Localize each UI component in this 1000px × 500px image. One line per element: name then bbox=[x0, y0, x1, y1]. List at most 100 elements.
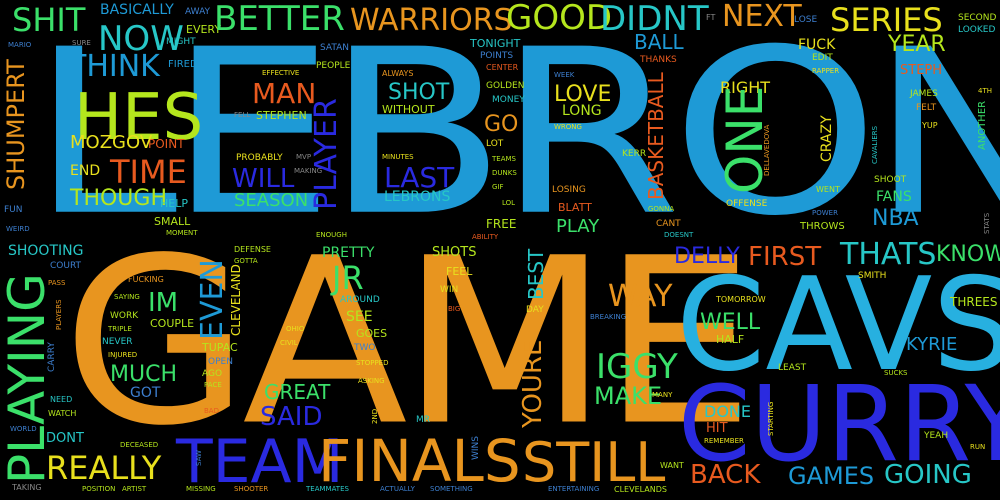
word-hit: HIT bbox=[706, 421, 728, 436]
word-didnt: DIDNT bbox=[600, 0, 709, 39]
word-fuck: FUCK bbox=[798, 37, 836, 53]
word-around: AROUND bbox=[340, 295, 380, 305]
word-felt: FELT bbox=[916, 103, 937, 113]
word-fired: FIRED bbox=[168, 59, 198, 70]
word-asking: ASKING bbox=[358, 377, 385, 385]
word-iggy: IGGY bbox=[596, 347, 678, 387]
word-triple: TRIPLE bbox=[108, 325, 132, 333]
word-shit: SHIT bbox=[12, 1, 86, 39]
word-steph: STEPH bbox=[900, 63, 943, 78]
word-points: POINTS bbox=[480, 51, 514, 61]
word-moment: MOMENT bbox=[166, 229, 198, 237]
word-starting: STARTING bbox=[767, 401, 775, 436]
word-effective: EFFECTIVE bbox=[262, 69, 300, 77]
word-nba: NBA bbox=[872, 206, 919, 231]
word-ball: BALL bbox=[634, 30, 684, 54]
word-couple: COUPLE bbox=[150, 317, 195, 330]
word-basically: BASICALLY bbox=[100, 2, 174, 18]
word-sure: SURE bbox=[72, 39, 91, 47]
word-feel: FEEL bbox=[446, 265, 473, 278]
word-saying: SAYING bbox=[114, 293, 140, 301]
word-make: MAKE bbox=[594, 382, 663, 410]
word-edit: EDIT bbox=[812, 53, 833, 63]
word-playing: PLAYING bbox=[0, 273, 56, 484]
word-minutes: MINUTES bbox=[382, 153, 414, 161]
word-games: GAMES bbox=[788, 462, 875, 490]
word-entertaining: ENTERTAINING bbox=[548, 485, 600, 493]
word-cleveland: CLEVELAND bbox=[229, 264, 243, 336]
word-artist: ARTIST bbox=[122, 485, 147, 493]
word-shot: SHOT bbox=[388, 80, 450, 105]
word-shumpert: SHUMPERT bbox=[2, 59, 30, 190]
word-stephen: STEPHEN bbox=[256, 109, 307, 122]
word-going: GOING bbox=[884, 460, 972, 490]
word-really: REALLY bbox=[46, 449, 162, 487]
word-gonna: GONNA bbox=[648, 205, 675, 213]
word-something: SOMETHING bbox=[430, 485, 473, 493]
word-ohio: OHIO bbox=[286, 325, 305, 333]
word-bad: BAD bbox=[204, 407, 219, 415]
word-fans: FANS bbox=[876, 189, 912, 205]
word-clevelands: CLEVELANDS bbox=[614, 485, 667, 494]
word-shoot: SHOOT bbox=[874, 175, 907, 185]
word-another: ANOTHER bbox=[977, 100, 988, 150]
word-open: OPEN bbox=[208, 357, 233, 367]
word-went: WENT bbox=[816, 185, 840, 194]
word-gotta: GOTTA bbox=[234, 257, 258, 265]
word-never: NEVER bbox=[102, 337, 133, 347]
word-great: GREAT bbox=[264, 380, 331, 404]
word-fell: FELL bbox=[234, 111, 251, 119]
word-threes: THREES bbox=[950, 295, 998, 309]
word-week: WEEK bbox=[554, 71, 575, 79]
word-pretty: PRETTY bbox=[322, 245, 375, 261]
word-point: POINT bbox=[148, 137, 185, 151]
word-thats: THATS bbox=[840, 237, 937, 272]
word-dunks: DUNKS bbox=[492, 169, 517, 177]
word-still: STILL bbox=[522, 431, 666, 494]
word-wrong: WRONG bbox=[554, 123, 582, 131]
word-throws: THROWS bbox=[800, 221, 845, 232]
word-big: BIG bbox=[448, 305, 461, 313]
word-delly: DELLY bbox=[674, 244, 740, 269]
word-every: EVERY bbox=[186, 23, 222, 36]
word-defense: DEFENSE bbox=[234, 245, 271, 254]
word-center: CENTER bbox=[486, 63, 519, 72]
word-lol: LOL bbox=[502, 199, 516, 207]
word-court: COURT bbox=[50, 261, 82, 271]
word-help: HELP bbox=[160, 197, 188, 210]
word-best: BEST bbox=[524, 248, 548, 300]
word-ago: AGO bbox=[202, 369, 223, 379]
word-now: NOW bbox=[98, 19, 184, 59]
word-youre: YOURE bbox=[518, 339, 548, 428]
word-warriors: WARRIORS bbox=[350, 3, 513, 38]
word-will: WILL bbox=[232, 164, 295, 194]
word-hes: HES bbox=[74, 81, 204, 155]
word-right: RIGHT bbox=[720, 78, 771, 97]
word-always: ALWAYS bbox=[382, 69, 414, 78]
word-jr: JR bbox=[332, 259, 364, 297]
word-last: LAST bbox=[384, 161, 455, 194]
word-injured: INJURED bbox=[108, 351, 138, 359]
word-dellavedova: DELLAVEDOVA bbox=[763, 124, 771, 176]
word-weird: WEIRD bbox=[6, 225, 30, 233]
word-first: FIRST bbox=[748, 242, 822, 272]
word-see: SEE bbox=[346, 309, 373, 325]
word-lose: LOSE bbox=[794, 15, 818, 25]
word-basketball: BASKETBALL bbox=[644, 72, 668, 200]
word-actually: ACTUALLY bbox=[380, 485, 415, 493]
word-ability: ABILITY bbox=[472, 233, 499, 241]
word-fun: FUN bbox=[4, 205, 23, 215]
word-tupac: TUPAC bbox=[202, 341, 238, 354]
word-kyrie: KYRIE bbox=[906, 334, 958, 355]
word-day: DAY bbox=[526, 305, 544, 315]
word-enough: ENOUGH bbox=[316, 231, 347, 239]
word-player: PLAYER bbox=[309, 98, 344, 210]
word-sucks: SUCKS bbox=[884, 369, 908, 377]
word-go: GO bbox=[484, 112, 519, 137]
word-cant: CANT bbox=[656, 219, 681, 229]
word-second: SECOND bbox=[958, 13, 997, 23]
word-lebron: LEBRON bbox=[30, 1, 1000, 266]
word-think: THINK bbox=[68, 49, 160, 84]
word-season: SEASON bbox=[234, 190, 309, 211]
